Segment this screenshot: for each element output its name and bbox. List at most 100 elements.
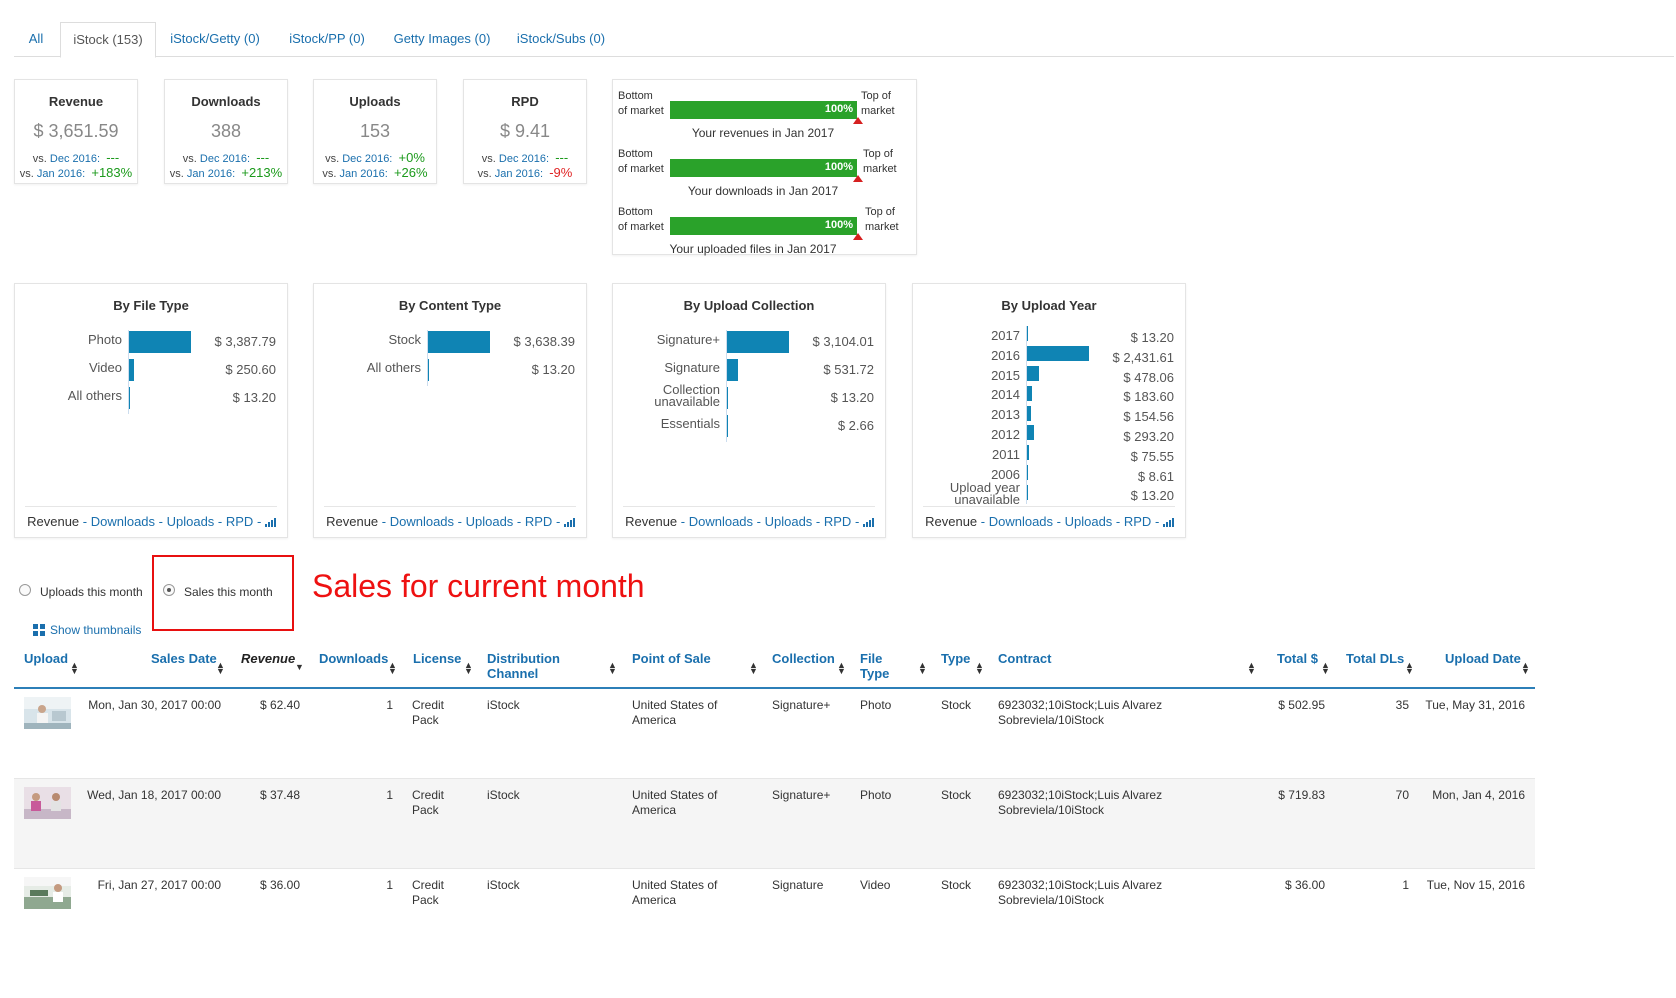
col-total[interactable]: Total $	[1277, 651, 1318, 666]
breakdown-bar[interactable]	[1027, 445, 1029, 461]
table-row[interactable]	[14, 779, 1535, 869]
sort-icon[interactable]: ▲ ▼	[1247, 660, 1256, 676]
bar-chart-icon[interactable]	[1162, 518, 1174, 528]
breakdown-value: $ 478.06	[1123, 369, 1174, 385]
col-collection[interactable]: Collection	[772, 651, 835, 666]
col-revenue[interactable]: Revenue	[241, 651, 296, 666]
bar-chart-icon[interactable]	[862, 518, 874, 528]
col-upload-date[interactable]: Upload Date	[1445, 651, 1521, 666]
annotation-box	[152, 555, 294, 631]
sort-icon[interactable]: ▲ ▼	[975, 660, 984, 676]
breakdown-bar[interactable]	[1027, 405, 1031, 421]
thumbnail-image[interactable]	[24, 787, 71, 819]
breakdown-bar[interactable]	[129, 359, 134, 381]
tab-istock-pp[interactable]: iStock/PP (0)	[289, 31, 365, 46]
tab-all[interactable]: All	[28, 31, 44, 46]
col-sales-date[interactable]: Sales Date	[151, 651, 217, 666]
col-distribution-channel[interactable]: Distribution Channel	[487, 651, 560, 681]
market-caption: Your downloads in Jan 2017	[687, 184, 839, 198]
total-cell: $ 36.00	[1284, 878, 1325, 892]
col-file-type[interactable]: File Type	[860, 651, 890, 681]
sort-icon[interactable]: ▲ ▼	[1521, 660, 1530, 676]
sort-icon[interactable]: ▲ ▼	[608, 660, 617, 676]
col-total-dls[interactable]: Total DLs	[1346, 651, 1405, 666]
by-file-type-card: By File Type Revenue - Downloads - Uploa…	[14, 283, 288, 538]
metric-revenue[interactable]: Revenue	[625, 514, 678, 529]
col-contract[interactable]: Contract	[998, 651, 1052, 666]
sort-icon[interactable]: ▲ ▼	[216, 660, 225, 676]
uploads-this-month-label[interactable]: Uploads this month	[40, 585, 143, 599]
col-downloads[interactable]: Downloads	[319, 651, 389, 666]
market-marker-icon	[853, 175, 863, 182]
metric-uploads-link[interactable]: Uploads	[764, 514, 813, 529]
col-point-of-sale[interactable]: Point of Sale	[632, 651, 711, 666]
point-of-sale-cell: United States of America	[632, 788, 718, 817]
market-row-uploads: Bottom of market 100% Top of market Your u…	[613, 202, 913, 258]
tab-istock-subs[interactable]: iStock/Subs (0)	[516, 31, 606, 46]
metric-rpd-link[interactable]: RPD	[1123, 514, 1152, 529]
metric-rpd-link[interactable]: RPD	[225, 514, 254, 529]
breakdown-bar[interactable]	[428, 359, 429, 381]
breakdown-bar[interactable]	[129, 387, 130, 409]
col-license[interactable]: License	[413, 651, 462, 666]
sort-icon[interactable]: ▲ ▼	[388, 660, 397, 676]
sales-this-month-radio[interactable]	[163, 584, 175, 596]
metric-downloads-link[interactable]: Downloads	[389, 514, 455, 529]
metric-uploads-link[interactable]: Uploads	[465, 514, 514, 529]
kpi-value: 388	[210, 121, 242, 141]
metric-downloads-link[interactable]: Downloads	[90, 514, 156, 529]
breakdown-bar[interactable]	[727, 331, 789, 353]
sort-desc-icon[interactable]: ▼	[295, 662, 304, 672]
metric-revenue[interactable]: Revenue	[27, 514, 80, 529]
show-thumbnails-link[interactable]: Show thumbnails	[50, 623, 142, 637]
metric-revenue[interactable]: Revenue	[326, 514, 379, 529]
breakdown-bar[interactable]	[727, 387, 728, 409]
sales-date-cell: Fri, Jan 27, 2017 00:00	[97, 878, 221, 892]
metric-rpd-link[interactable]: RPD	[823, 514, 852, 529]
uploads-this-month-radio[interactable]	[19, 584, 31, 596]
bar-chart-icon[interactable]	[264, 518, 276, 528]
breakdown-bar[interactable]	[727, 415, 728, 437]
breakdown-label: 2012	[991, 427, 1020, 442]
tab-getty-images[interactable]: Getty Images (0)	[393, 31, 491, 46]
breakdown-bar[interactable]	[1027, 346, 1089, 362]
breakdown-bar[interactable]	[1027, 465, 1028, 480]
metric-rpd-link[interactable]: RPD	[524, 514, 553, 529]
grid-icon[interactable]	[33, 623, 45, 636]
metric-downloads-link[interactable]: Downloads	[688, 514, 754, 529]
metric-downloads-link[interactable]: Downloads	[988, 514, 1054, 529]
breakdown-bar[interactable]	[1027, 326, 1028, 342]
breakdown-bar[interactable]	[727, 359, 738, 381]
metric-uploads-link[interactable]: Uploads	[1064, 514, 1113, 529]
sales-this-month-label[interactable]: Sales this month	[184, 585, 273, 599]
metric-uploads-link[interactable]: Uploads	[166, 514, 215, 529]
sort-icon[interactable]: ▲ ▼	[70, 660, 79, 676]
chart-axis	[128, 330, 129, 414]
kpi-vs-last-month: vs. Dec 2016: ---	[481, 150, 569, 165]
breakdown-bar[interactable]	[129, 331, 191, 353]
breakdown-label: 2013	[991, 407, 1020, 423]
breakdown-bar[interactable]	[1027, 425, 1035, 441]
sort-icon[interactable]: ▲ ▼	[837, 660, 846, 676]
col-upload[interactable]: Upload	[24, 651, 69, 666]
breakdown-bar[interactable]	[1027, 385, 1032, 401]
sort-icon[interactable]: ▲ ▼	[1321, 660, 1330, 676]
metric-revenue[interactable]: Revenue	[925, 514, 978, 529]
channel-cell: iStock	[487, 878, 520, 892]
breakdown-bar[interactable]	[1027, 366, 1040, 381]
annotation-text: Sales for current month	[312, 568, 645, 604]
breakdown-bar[interactable]	[1027, 484, 1028, 500]
tab-istock[interactable]: iStock (153)	[60, 22, 156, 58]
metric-switch: Revenue - Downloads - Uploads - RPD -	[15, 514, 287, 529]
sort-icon[interactable]: ▲ ▼	[464, 660, 473, 676]
col-type[interactable]: Type	[941, 651, 971, 666]
thumbnail-image[interactable]	[24, 877, 71, 909]
thumbnail-image[interactable]	[24, 697, 71, 729]
sort-icon[interactable]: ▲ ▼	[918, 660, 927, 676]
bar-chart-icon[interactable]	[563, 518, 575, 528]
separator: -	[1112, 514, 1124, 529]
sort-icon[interactable]: ▲ ▼	[1405, 660, 1414, 676]
sort-icon[interactable]: ▲ ▼	[749, 660, 758, 676]
tab-istock-getty[interactable]: iStock/Getty (0)	[170, 31, 260, 46]
breakdown-bar[interactable]	[428, 331, 490, 353]
